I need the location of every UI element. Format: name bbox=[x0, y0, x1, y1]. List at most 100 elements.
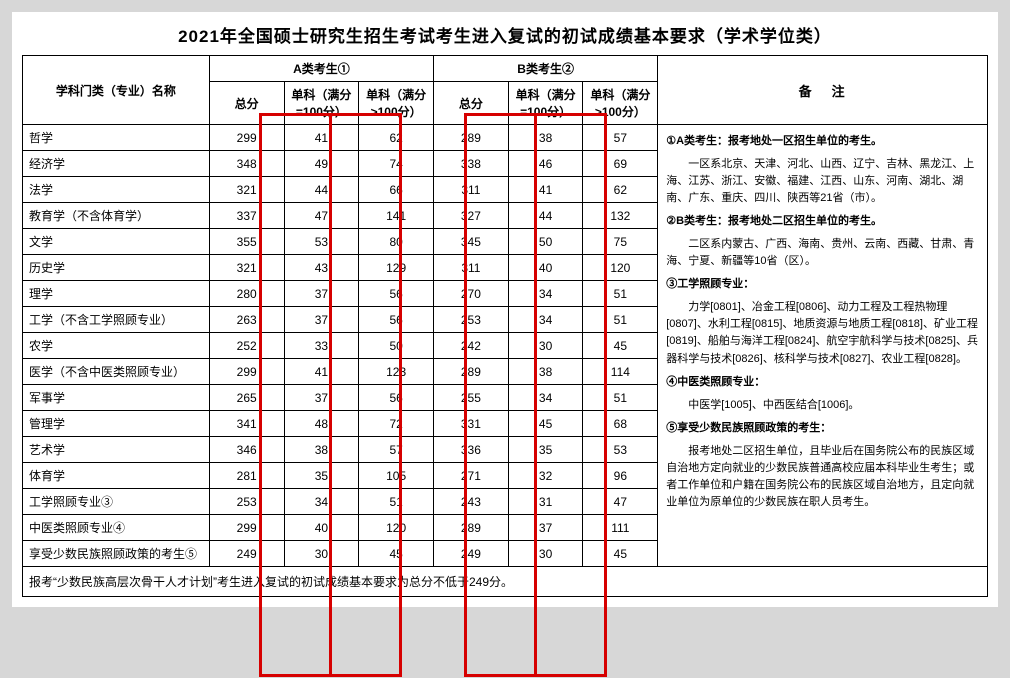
cell-a-over: 56 bbox=[359, 385, 434, 411]
cell-b-total: 242 bbox=[434, 333, 509, 359]
remark-body: 力学[0801]、冶金工程[0806]、动力工程及工程热物理[0807]、水利工… bbox=[666, 299, 981, 367]
cell-b-over: 57 bbox=[583, 125, 658, 151]
cell-b-over: 132 bbox=[583, 203, 658, 229]
cell-a-100: 35 bbox=[284, 463, 359, 489]
cell-a-100: 30 bbox=[284, 541, 359, 567]
cell-subject: 农学 bbox=[23, 333, 210, 359]
cell-a-100: 38 bbox=[284, 437, 359, 463]
score-table: 学科门类（专业）名称 A类考生① B类考生② 备注 总分 单科（满分=100分）… bbox=[22, 55, 988, 597]
cell-b-total: 289 bbox=[434, 125, 509, 151]
col-a-total: 总分 bbox=[209, 82, 284, 125]
col-a-over: 单科（满分>100分） bbox=[359, 82, 434, 125]
cell-a-100: 47 bbox=[284, 203, 359, 229]
cell-b-100: 46 bbox=[508, 151, 583, 177]
cell-subject: 理学 bbox=[23, 281, 210, 307]
remark-title: ③工学照顾专业： bbox=[666, 278, 754, 290]
cell-a-100: 37 bbox=[284, 307, 359, 333]
cell-b-total: 327 bbox=[434, 203, 509, 229]
cell-a-over: 45 bbox=[359, 541, 434, 567]
cell-b-over: 51 bbox=[583, 281, 658, 307]
cell-b-over: 96 bbox=[583, 463, 658, 489]
cell-b-100: 34 bbox=[508, 385, 583, 411]
cell-subject: 文学 bbox=[23, 229, 210, 255]
cell-a-100: 41 bbox=[284, 359, 359, 385]
cell-a-over: 62 bbox=[359, 125, 434, 151]
cell-a-100: 48 bbox=[284, 411, 359, 437]
cell-b-total: 249 bbox=[434, 541, 509, 567]
cell-subject: 工学（不含工学照顾专业） bbox=[23, 307, 210, 333]
cell-a-total: 341 bbox=[209, 411, 284, 437]
cell-a-total: 299 bbox=[209, 515, 284, 541]
cell-a-100: 49 bbox=[284, 151, 359, 177]
cell-b-over: 120 bbox=[583, 255, 658, 281]
cell-b-100: 32 bbox=[508, 463, 583, 489]
cell-b-total: 311 bbox=[434, 177, 509, 203]
cell-a-over: 66 bbox=[359, 177, 434, 203]
cell-b-over: 68 bbox=[583, 411, 658, 437]
remark-body: 一区系北京、天津、河北、山西、辽宁、吉林、黑龙江、上海、江苏、浙江、安徽、福建、… bbox=[666, 156, 981, 207]
cell-b-over: 69 bbox=[583, 151, 658, 177]
remark-body: 中医学[1005]、中西医结合[1006]。 bbox=[666, 397, 981, 414]
cell-b-total: 345 bbox=[434, 229, 509, 255]
remark-body: 二区系内蒙古、广西、海南、贵州、云南、西藏、甘肃、青海、宁夏、新疆等10省（区）… bbox=[666, 236, 981, 270]
cell-subject: 历史学 bbox=[23, 255, 210, 281]
cell-b-over: 45 bbox=[583, 333, 658, 359]
cell-a-total: 253 bbox=[209, 489, 284, 515]
cell-b-total: 255 bbox=[434, 385, 509, 411]
remark-title: ⑤享受少数民族照顾政策的考生： bbox=[666, 422, 831, 434]
cell-a-total: 265 bbox=[209, 385, 284, 411]
cell-subject: 法学 bbox=[23, 177, 210, 203]
cell-a-over: 141 bbox=[359, 203, 434, 229]
cell-a-total: 337 bbox=[209, 203, 284, 229]
cell-a-over: 120 bbox=[359, 515, 434, 541]
cell-b-100: 30 bbox=[508, 333, 583, 359]
cell-a-over: 74 bbox=[359, 151, 434, 177]
cell-a-total: 263 bbox=[209, 307, 284, 333]
cell-a-over: 105 bbox=[359, 463, 434, 489]
cell-a-over: 50 bbox=[359, 333, 434, 359]
cell-a-total: 346 bbox=[209, 437, 284, 463]
col-a-100: 单科（满分=100分） bbox=[284, 82, 359, 125]
cell-a-total: 280 bbox=[209, 281, 284, 307]
page-title: 2021年全国硕士研究生招生考试考生进入复试的初试成绩基本要求（学术学位类） bbox=[22, 18, 988, 55]
cell-b-100: 41 bbox=[508, 177, 583, 203]
cell-subject: 医学（不含中医类照顾专业） bbox=[23, 359, 210, 385]
cell-subject: 享受少数民族照顾政策的考生⑤ bbox=[23, 541, 210, 567]
col-b-total: 总分 bbox=[434, 82, 509, 125]
cell-b-total: 331 bbox=[434, 411, 509, 437]
cell-b-over: 51 bbox=[583, 385, 658, 411]
cell-b-100: 38 bbox=[508, 359, 583, 385]
cell-a-total: 299 bbox=[209, 359, 284, 385]
col-b-over: 单科（满分>100分） bbox=[583, 82, 658, 125]
remark-title: ④中医类照顾专业： bbox=[666, 376, 765, 388]
cell-b-100: 31 bbox=[508, 489, 583, 515]
cell-a-100: 33 bbox=[284, 333, 359, 359]
cell-b-100: 35 bbox=[508, 437, 583, 463]
remark-body: 报考地处二区招生单位，且毕业后在国务院公布的民族区域自治地方定向就业的少数民族普… bbox=[666, 443, 981, 511]
cell-b-over: 111 bbox=[583, 515, 658, 541]
cell-a-over: 51 bbox=[359, 489, 434, 515]
cell-a-total: 252 bbox=[209, 333, 284, 359]
cell-a-over: 129 bbox=[359, 255, 434, 281]
cell-a-100: 40 bbox=[284, 515, 359, 541]
cell-a-over: 123 bbox=[359, 359, 434, 385]
cell-a-total: 281 bbox=[209, 463, 284, 489]
cell-b-total: 253 bbox=[434, 307, 509, 333]
col-remark: 备注 bbox=[658, 56, 988, 125]
cell-subject: 军事学 bbox=[23, 385, 210, 411]
cell-subject: 中医类照顾专业④ bbox=[23, 515, 210, 541]
cell-b-100: 37 bbox=[508, 515, 583, 541]
cell-b-over: 114 bbox=[583, 359, 658, 385]
cell-subject: 管理学 bbox=[23, 411, 210, 437]
cell-a-total: 321 bbox=[209, 177, 284, 203]
cell-a-total: 249 bbox=[209, 541, 284, 567]
cell-b-100: 34 bbox=[508, 281, 583, 307]
col-b-100: 单科（满分=100分） bbox=[508, 82, 583, 125]
cell-a-over: 56 bbox=[359, 307, 434, 333]
col-subject: 学科门类（专业）名称 bbox=[23, 56, 210, 125]
cell-b-100: 50 bbox=[508, 229, 583, 255]
cell-a-100: 41 bbox=[284, 125, 359, 151]
cell-b-total: 270 bbox=[434, 281, 509, 307]
table-footnote: 报考“少数民族高层次骨干人才计划”考生进入复试的初试成绩基本要求为总分不低于24… bbox=[23, 567, 988, 597]
cell-b-over: 53 bbox=[583, 437, 658, 463]
